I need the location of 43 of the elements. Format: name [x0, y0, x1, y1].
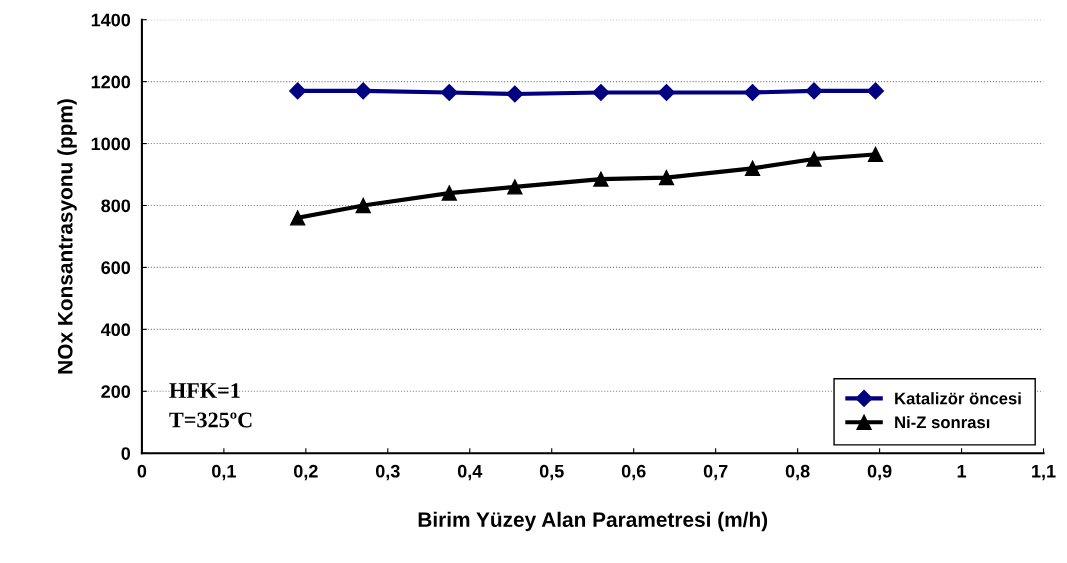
y-tick-label: 1000: [91, 137, 131, 151]
point: [440, 83, 458, 102]
x-tick-label: 0,6: [621, 464, 646, 481]
x-tick-label: 0,8: [785, 464, 810, 481]
point: [593, 171, 609, 187]
y-tick-label: 200: [101, 385, 131, 399]
x-tick-label: 0,3: [375, 464, 400, 481]
x-tick-label: 0,7: [703, 464, 728, 481]
y-tick-label: 400: [100, 323, 131, 337]
point: [866, 82, 885, 100]
point: [507, 179, 523, 195]
y-tick-label: 1400: [91, 13, 131, 27]
x-tick-label: 0,4: [457, 464, 483, 481]
y-axis-title: NOx Konsantrasyonu (ppm): [57, 99, 77, 374]
point: [744, 160, 761, 176]
point: [657, 83, 676, 102]
y-tick-label: 1200: [91, 75, 131, 89]
x-tick-label: 0: [137, 464, 147, 478]
x-axis-title: Birim Yüzey Alan Parametresi (m/h): [418, 511, 768, 532]
annotation: HFK=1 T=325ºC: [169, 383, 252, 428]
point: [867, 146, 884, 163]
legend-label: Ni-Z sonrası: [895, 416, 990, 429]
legend-label: Katalizör öncesi: [895, 392, 1021, 405]
y-tick-label: 600: [101, 261, 131, 275]
point: [290, 210, 306, 226]
x-tick-label: 0,9: [867, 464, 892, 481]
x-tick-label: 1: [957, 464, 967, 478]
point: [355, 197, 371, 214]
point: [806, 151, 822, 167]
point: [805, 82, 823, 100]
point: [743, 83, 762, 102]
point: [658, 169, 675, 186]
x-tick-label: 1,1: [1032, 464, 1056, 481]
point: [441, 185, 457, 201]
y-tick-label: 0: [121, 447, 131, 460]
y-tick-label: 800: [101, 199, 131, 213]
point: [592, 83, 610, 102]
point: [506, 85, 524, 103]
x-tick-label: 0,2: [294, 464, 318, 481]
x-tick-label: 0,1: [212, 464, 236, 481]
point: [354, 82, 372, 100]
x-tick-label: 0,5: [539, 464, 564, 481]
point: [289, 82, 307, 100]
